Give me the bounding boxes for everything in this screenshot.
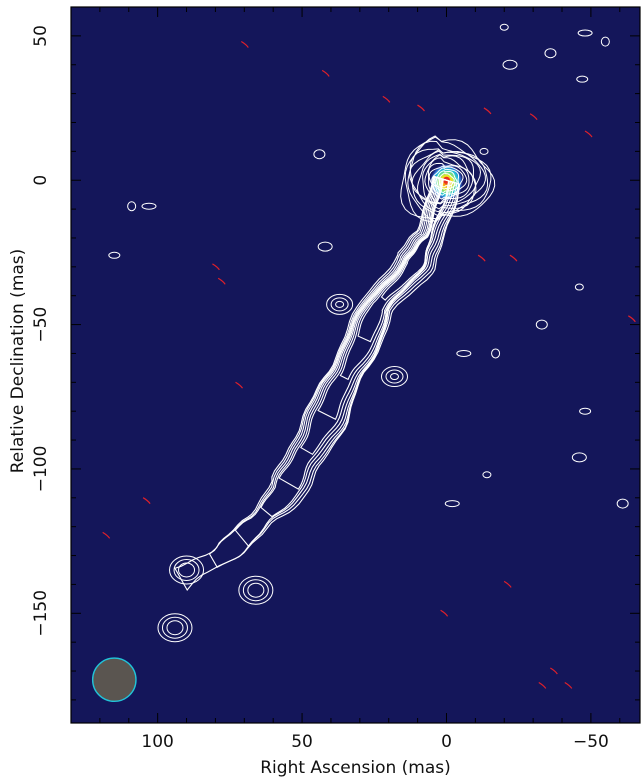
core-contour [424,157,470,204]
noise-contour [499,23,509,31]
component-contour [385,369,404,384]
noise-contour [482,471,492,479]
component-contour [247,582,265,598]
negative-contour [529,113,538,121]
jet-contour [260,176,460,518]
negative-contour [212,263,220,271]
noise-contour [491,348,501,359]
negative-contour [440,609,449,617]
plot-frame [70,6,641,724]
core-contour [409,149,482,213]
negative-contour [142,497,151,505]
y-tick-label: −100 [31,446,51,493]
noise-contour [456,349,472,357]
negative-contour [417,104,425,112]
negative-contour [564,681,573,689]
negative-contour [321,69,330,77]
component-contour [238,575,274,605]
noise-contour [544,48,557,59]
negative-contour [538,681,547,689]
negative-contour [477,254,486,262]
y-tick-label: 0 [31,175,51,186]
noise-contour [313,149,326,160]
noise-contour [574,283,584,291]
axis-ticks: 100 50 0 −50 50 0 −50 −100 −150 [31,6,640,752]
component-contour [326,293,354,315]
negative-contour [628,315,636,323]
core-contour [434,170,458,190]
core-contour [422,154,474,204]
negative-contour [235,381,244,389]
component-contour [335,300,345,308]
core-contour [400,136,496,220]
component-contour [157,613,193,643]
core-contour [428,165,464,196]
jet-contour [174,175,461,591]
core-contour [417,153,477,205]
negative-contour [483,107,492,115]
component-contour [161,616,188,639]
component-contour [380,366,408,388]
component-contour [330,297,349,312]
beam-ellipse [91,657,137,703]
component-contour [169,555,205,585]
noise-contour [317,241,333,252]
component-contour [166,620,184,636]
x-tick-label: 100 [141,732,173,752]
noise-contour [600,36,610,47]
noise-contour [571,452,587,463]
noise-contour [127,201,137,212]
jet-contour [208,175,461,569]
noise-contour [108,251,121,259]
noise-contour [577,29,593,37]
jet-contour [380,178,450,301]
negative-contour [102,531,111,539]
negative-contour [509,254,518,262]
x-tick-label: 50 [291,732,313,752]
core-contour [411,150,477,210]
noise-contour [502,59,518,70]
y-tick-label: 50 [31,25,51,47]
negative-contour-layer [102,41,636,689]
noise-contour [444,500,460,508]
core-contour [439,172,455,188]
x-tick-label: −50 [573,732,609,752]
core-contour [427,162,468,200]
x-axis-title: Right Ascension (mas) [260,758,451,778]
noise-contour [616,498,629,509]
core-contour [431,167,460,194]
noise-contour [579,407,592,415]
component-contour [389,373,399,381]
jet-contour [234,175,461,547]
component-contour [178,562,196,578]
noise-contour [141,202,157,210]
negative-contour [382,95,391,103]
noise-contour [535,319,548,330]
component-contour [173,558,200,581]
contour-layer [108,23,629,643]
component-contour [242,579,269,602]
negative-contour [217,277,226,285]
negative-contour [240,41,249,48]
noise-contour [576,75,589,83]
y-tick-label: −150 [31,590,51,637]
negative-contour [550,667,558,675]
x-tick-label: 0 [441,732,452,752]
noise-contour [479,147,489,155]
y-axis-title: Relative Declination (mas) [8,249,28,474]
negative-contour [503,580,512,588]
beam-shape [91,657,137,703]
y-tick-label: −50 [31,307,51,343]
negative-contour [584,130,593,138]
